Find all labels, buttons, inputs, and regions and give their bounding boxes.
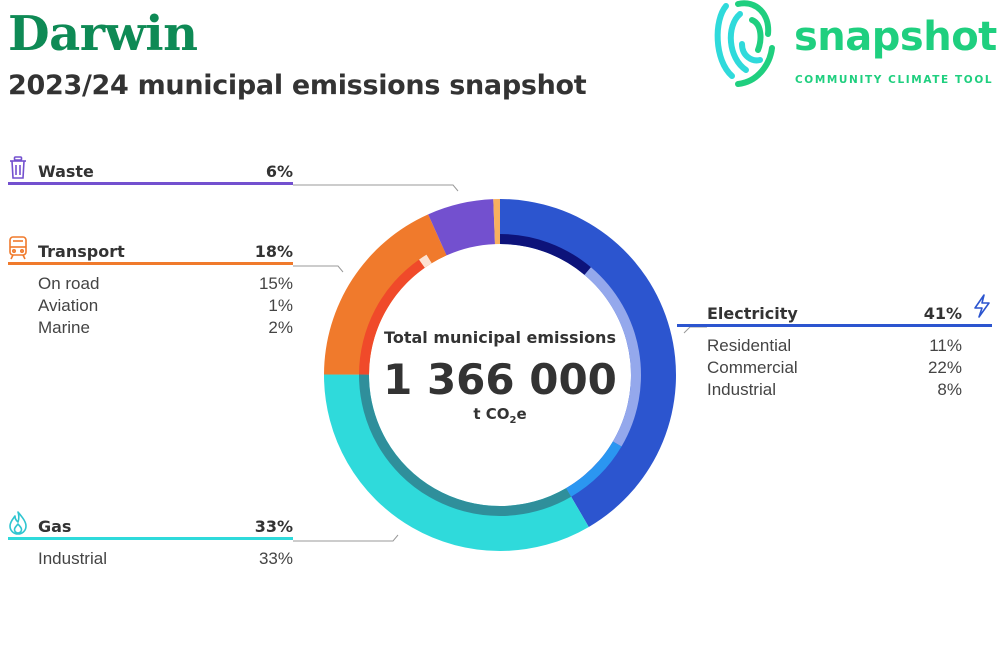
donut-chart (324, 199, 676, 551)
legend-waste-name: Waste (38, 162, 94, 181)
legend-electricity: Electricity 41% Residential 11% Commerci… (677, 294, 992, 399)
legend-electricity-header: Electricity 41% (677, 294, 992, 327)
fingerprint-logo-icon (714, 0, 775, 87)
sub-label: Marine (38, 318, 90, 337)
legend-gas: Gas 33% Industrial 33% (8, 511, 293, 568)
electricity-leader-line (683, 326, 707, 334)
donut-center-label: Total municipal emissions (384, 328, 616, 347)
donut-segment-other (493, 199, 500, 245)
sub-pct: 15% (258, 274, 293, 293)
legend-gas-header: Gas 33% (8, 511, 293, 540)
inner-ring (359, 234, 641, 516)
sub-pct: 8% (937, 380, 962, 399)
train-icon (9, 236, 27, 260)
donut-segment-electricity (500, 199, 676, 527)
legend-transport-sub-aviation: Aviation 1% (8, 293, 293, 315)
unit-suffix: e (516, 405, 527, 423)
legend-waste: Waste 6% (8, 156, 293, 185)
legend-transport-pct: 18% (254, 242, 293, 261)
sub-pct: 2% (268, 318, 293, 337)
logo-tagline: COMMUNITY CLIMATE TOOL (795, 74, 994, 86)
sub-label: Residential (707, 336, 792, 355)
sub-label: Industrial (707, 380, 776, 399)
sub-label: Industrial (38, 549, 107, 568)
legend-transport-header: Transport 18% (8, 236, 293, 265)
sub-pct: 1% (268, 296, 293, 315)
waste-leader-line (293, 184, 459, 192)
donut-subsegment-electricity-commercial (584, 267, 641, 447)
donut-center-unit: t CO2e (320, 405, 680, 426)
sub-label: On road (38, 274, 100, 293)
legend-gas-name: Gas (38, 517, 72, 536)
legend-transport: Transport 18% On road 15% Aviation 1% Ma… (8, 236, 293, 337)
donut-center-total: 1 366 000 (383, 355, 617, 404)
trash-icon (10, 156, 26, 179)
sub-pct: 22% (927, 358, 962, 377)
legend-electricity-sub-industrial: Industrial 8% (677, 377, 962, 399)
sub-pct: 33% (258, 549, 293, 568)
legend-electricity-sub-residential: Residential 11% (677, 333, 962, 355)
unit-prefix: t CO (473, 405, 510, 423)
unit-subscript: 2 (509, 415, 517, 426)
sub-label: Aviation (38, 296, 99, 315)
donut-segment-waste (428, 199, 495, 256)
donut-subsegment-gas-industrial (359, 374, 572, 516)
logo-wordmark: snapshot (794, 14, 997, 60)
legend-gas-pct: 33% (254, 517, 293, 536)
emissions-donut: Total municipal emissions 1 366 000 t CO… (320, 195, 680, 555)
donut-subsegment-transport-marine (426, 246, 447, 264)
gas-leader-line (293, 534, 399, 542)
legend-electricity-pct: 41% (923, 304, 962, 323)
legend-waste-pct: 6% (265, 162, 293, 181)
legend-transport-sub-onroad: On road 15% (8, 271, 293, 293)
page-title: Darwin (8, 6, 198, 62)
legend-electricity-sub-commercial: Commercial 22% (677, 355, 962, 377)
donut-subsegment-electricity-industrial (566, 441, 622, 497)
legend-transport-sub-marine: Marine 2% (8, 315, 293, 337)
donut-subsegment-transport-on-road (359, 259, 425, 375)
legend-transport-name: Transport (38, 242, 125, 261)
donut-subsegment-electricity-residential (500, 234, 591, 275)
lightning-icon (974, 294, 990, 318)
sub-label: Commercial (707, 358, 798, 377)
transport-leader-line (293, 265, 344, 273)
legend-electricity-name: Electricity (707, 304, 798, 323)
snapshot-logo: snapshot COMMUNITY CLIMATE TOOL (712, 0, 1000, 92)
flame-icon (9, 511, 27, 535)
legend-waste-header: Waste 6% (8, 156, 293, 185)
sub-pct: 11% (929, 336, 962, 355)
donut-subsegment-transport-aviation (419, 254, 432, 268)
page-subtitle: 2023/24 municipal emissions snapshot (8, 70, 587, 101)
legend-gas-sub-industrial: Industrial 33% (8, 546, 293, 568)
